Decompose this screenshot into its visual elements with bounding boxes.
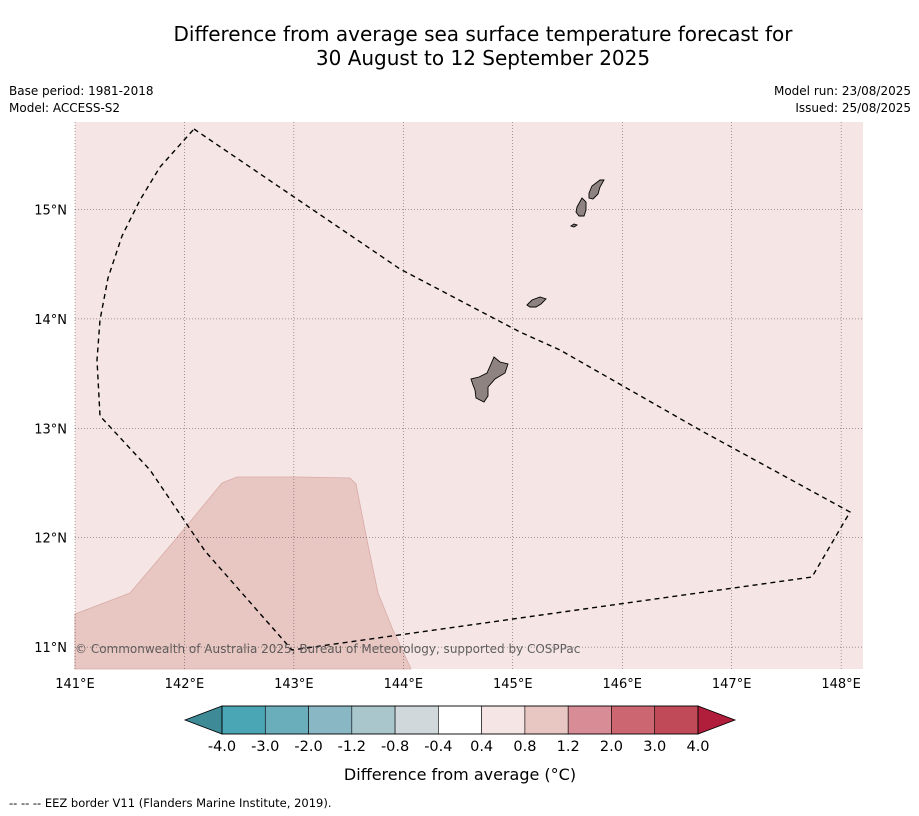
model-text: Model: ACCESS-S2 [9, 101, 121, 115]
lon-tick-label-4: 145°E [493, 677, 533, 692]
lon-tick-label-5: 146°E [602, 677, 642, 692]
colorbar-tick-label-5: -0.4 [424, 739, 452, 755]
colorbar-tick-label-11: 4.0 [686, 739, 709, 755]
colorbar-tick-label-2: -2.0 [294, 739, 322, 755]
lon-tick-label-1: 142°E [165, 677, 205, 692]
copyright-text: © Commonwealth of Australia 2025, Bureau… [75, 642, 580, 656]
issued-text: Issued: 25/08/2025 [795, 101, 911, 115]
colorbar-tick-label-0: -4.0 [208, 739, 236, 755]
lat-tick-label-3: 12°N [34, 532, 67, 547]
island-tinian [575, 197, 587, 217]
lat-tick-label-4: 11°N [34, 641, 67, 656]
colorbar-tick-label-9: 2.0 [600, 739, 623, 755]
colorbar-tick-label-8: 1.2 [557, 739, 580, 755]
island-saipan [588, 179, 605, 200]
colorbar-cells [221, 705, 699, 735]
colorbar-cell-9 [611, 705, 656, 735]
lon-tick-label-0: 141°E [55, 677, 95, 692]
colorbar-tick-label-1: -3.0 [251, 739, 279, 755]
meta-left: Base period: 1981-2018 Model: ACCESS-S2 [9, 83, 154, 117]
title-line-1: Difference from average sea surface temp… [173, 22, 793, 46]
colorbar-cell-1 [264, 705, 309, 735]
island-aguijan [569, 223, 579, 228]
islands [470, 179, 605, 403]
colorbar-cell-0 [221, 705, 266, 735]
colorbar-tick-label-10: 3.0 [643, 739, 666, 755]
map-plot: © Commonwealth of Australia 2025, Bureau… [74, 122, 863, 670]
lat-tick-label-1: 14°N [34, 313, 67, 328]
colorbar-cell-7 [524, 705, 569, 735]
lon-tick-label-2: 143°E [274, 677, 314, 692]
title-line-2: 30 August to 12 September 2025 [315, 46, 651, 70]
island-rota [526, 296, 547, 308]
colorbar-cell-3 [351, 705, 396, 735]
colorbar-tick-label-6: 0.4 [470, 739, 493, 755]
longitude-tick-labels: 141°E 142°E 143°E 144°E 145°E 146°E 147°E 148°E [55, 677, 861, 692]
colorbar-cell-10 [654, 705, 699, 735]
lon-tick-label-6: 147°E [712, 677, 752, 692]
colorbar-cell-6 [481, 705, 526, 735]
colorbar-tick-label-7: 0.8 [513, 739, 536, 755]
meta-right: Model run: 23/08/2025 Issued: 25/08/2025 [774, 83, 911, 117]
colorbar-label: Difference from average (°C) [344, 765, 576, 784]
colorbar-underflow-triangle [183, 705, 223, 735]
colorbar-overflow-triangle [697, 705, 737, 735]
colorbar-cell-5 [438, 705, 482, 735]
lon-tick-label-7: 148°E [821, 677, 861, 692]
model-run-text: Model run: 23/08/2025 [773, 84, 911, 98]
colorbar-cell-2 [308, 705, 353, 735]
colorbar-tick-label-4: -0.8 [381, 739, 409, 755]
base-period-text: Base period: 1981-2018 [9, 84, 154, 98]
gridlines [74, 122, 863, 669]
latitude-tick-labels: 15°N 14°N 13°N 12°N 11°N [34, 204, 67, 657]
anomaly-region-warmer [74, 476, 412, 670]
eez-footnote: -- -- -- EEZ border V11 (Flanders Marine… [9, 796, 332, 810]
colorbar-cell-4 [394, 705, 439, 735]
lat-tick-label-0: 15°N [34, 204, 67, 219]
lon-tick-label-3: 144°E [384, 677, 424, 692]
colorbar: -4.0 -3.0 -2.0 -1.2 -0.8 -0.4 0.4 0.8 1.2 2.0 3.0 4… [183, 705, 737, 784]
colorbar-tick-label-3: -1.2 [338, 739, 366, 755]
island-guam [470, 356, 509, 403]
map-title: Difference from average sea surface temp… [0, 22, 919, 70]
eez-border [96, 128, 851, 651]
colorbar-cell-8 [567, 705, 612, 735]
colorbar-tick-labels: -4.0 -3.0 -2.0 -1.2 -0.8 -0.4 0.4 0.8 1.2 2.0 3.0 4… [208, 739, 710, 755]
colorbar-outline [221, 705, 699, 735]
lat-tick-label-2: 13°N [34, 422, 67, 437]
